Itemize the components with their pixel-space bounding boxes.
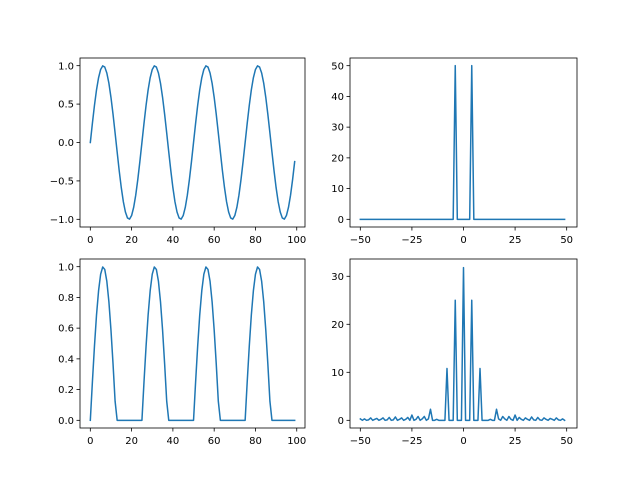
- subplot-rectified-spectrum: −50 −25 0 25 50 0 10 20 30: [331, 258, 578, 447]
- y-tick-label: 50: [331, 61, 344, 72]
- y-tick-label: 0: [338, 416, 344, 427]
- y-tick-label: 0.4: [58, 354, 74, 365]
- series-line-rectified-0: [89, 266, 296, 422]
- y-tick-label: 0: [338, 215, 344, 226]
- x-tick-label: 60: [208, 235, 221, 246]
- y-tick-label: 0.0: [58, 138, 74, 149]
- x-tick-label: 20: [125, 436, 138, 447]
- x-tick-label: −50: [350, 235, 371, 246]
- x-tick-label: 0: [460, 436, 466, 447]
- x-tick-label: 0: [460, 235, 466, 246]
- y-tick-label: −0.5: [50, 177, 74, 188]
- y-tick-label: 1.0: [58, 61, 74, 72]
- x-tick-label: −25: [401, 235, 422, 246]
- x-tick-label: 0: [87, 436, 93, 447]
- subplot-rectified-sine: 0 20 40 60 80 100 0.0 0.2 0.4 0.6 0.8 1.0: [58, 258, 306, 447]
- y-tick-label: 20: [331, 320, 344, 331]
- y-tick-label: 0.8: [58, 293, 74, 304]
- y-tick-label: 30: [331, 272, 344, 283]
- subplot-sine-wave: 0 20 40 60 80 100 −1.0 −0.5 0.0 0.5 1.0: [50, 57, 306, 246]
- x-tick-label: 80: [249, 436, 262, 447]
- x-tick-label: 25: [509, 436, 522, 447]
- series-line-sine-spectrum-0: [359, 64, 566, 221]
- x-tick-label: −50: [350, 436, 371, 447]
- series-line-sine-0: [89, 65, 296, 220]
- x-tick-label: 60: [208, 436, 221, 447]
- y-tick-label: 20: [331, 153, 344, 164]
- x-tick-label: 80: [249, 235, 262, 246]
- x-tick-label: 20: [125, 235, 138, 246]
- x-tick-label: −25: [401, 436, 422, 447]
- y-tick-label: 0.0: [58, 416, 74, 427]
- y-tick-label: 0.5: [58, 100, 74, 111]
- y-tick-label: 0.6: [58, 324, 74, 335]
- y-tick-label: 0.2: [58, 385, 74, 396]
- x-tick-label: 100: [287, 436, 306, 447]
- x-tick-label: 100: [287, 235, 306, 246]
- axes-frame-rectified: [79, 258, 306, 429]
- y-tick-label: 1.0: [58, 262, 74, 273]
- x-tick-label: 40: [167, 235, 180, 246]
- y-tick-label: 10: [331, 184, 344, 195]
- y-tick-label: 30: [331, 123, 344, 134]
- y-tick-label: 10: [331, 368, 344, 379]
- series-line-rectified-spectrum-0: [359, 266, 566, 422]
- x-tick-label: 50: [560, 436, 573, 447]
- y-tick-label: −1.0: [50, 215, 74, 226]
- x-tick-label: 0: [87, 235, 93, 246]
- subplot-sine-spectrum: −50 −25 0 25 50 0 10 20 30 40 50: [331, 57, 578, 246]
- x-tick-label: 40: [167, 436, 180, 447]
- y-tick-label: 40: [331, 92, 344, 103]
- x-tick-label: 50: [560, 235, 573, 246]
- x-tick-label: 25: [509, 235, 522, 246]
